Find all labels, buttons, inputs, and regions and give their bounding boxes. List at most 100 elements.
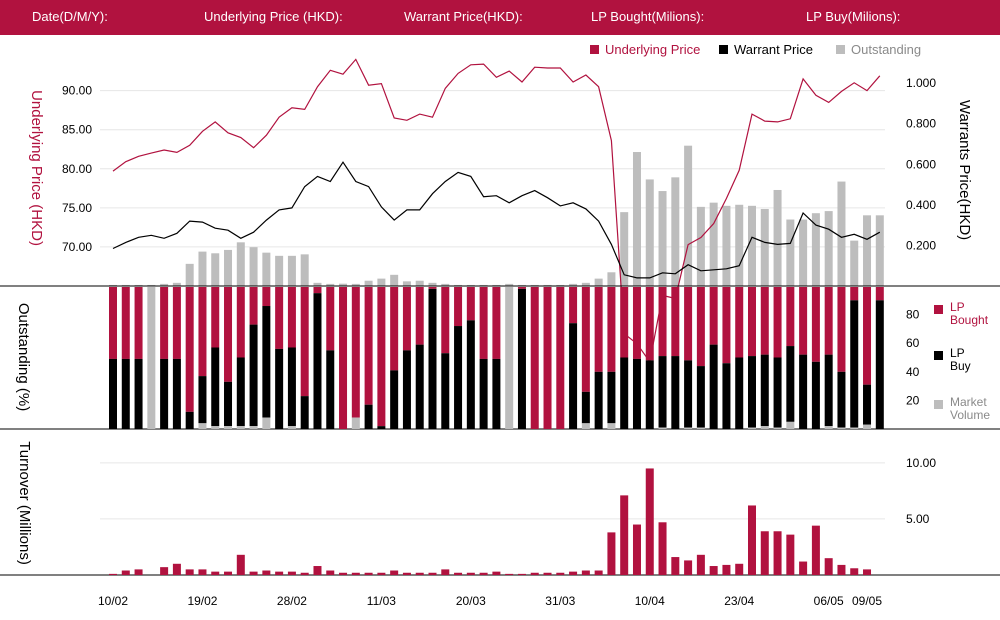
mid-legend-label-line2: Buy: [950, 359, 971, 373]
market-volume-bar: [211, 426, 220, 429]
lp-bought-bar: [722, 287, 731, 364]
lp-buy-bar: [760, 354, 769, 427]
outstanding-bar: [326, 283, 335, 286]
lp-buy-bar: [441, 353, 450, 429]
lp-bought-bar: [530, 287, 539, 429]
lp-buy-bar: [875, 300, 884, 429]
turnover-bar: [249, 571, 258, 575]
turnover-bar: [824, 558, 833, 575]
turnover-bar: [517, 573, 526, 575]
turnover-bar: [620, 495, 629, 575]
header-warrant-label: Warrant Price(HKD):: [404, 9, 523, 24]
lp-buy-bar: [402, 350, 411, 429]
lp-bought-bar: [543, 287, 552, 429]
turnover-bar: [722, 564, 731, 575]
x-tick-label: 23/04: [724, 594, 754, 608]
lp-bought-bar: [185, 287, 194, 412]
lp-bought-bar: [390, 287, 399, 371]
turnover-bar: [287, 571, 296, 575]
market-volume-bar: [837, 427, 846, 429]
outstanding-bar: [275, 255, 284, 286]
outstanding-bar: [824, 211, 833, 286]
lp-bought-bar: [275, 287, 284, 349]
lp-buy-bar: [300, 396, 309, 429]
lp-bought-bar: [313, 287, 322, 294]
mid-legend-swatch: [934, 351, 943, 360]
lp-bought-bar: [211, 287, 220, 348]
outstanding-bar: [224, 249, 233, 286]
y-left-tick-label: 90.00: [62, 84, 92, 98]
outstanding-bar: [709, 202, 718, 286]
lp-bought-bar: [172, 287, 181, 359]
lp-buy-bar: [645, 360, 654, 429]
lp-bought-bar: [837, 287, 846, 372]
mid-legend-label-line1: Market: [950, 395, 987, 409]
lp-buy-bar: [275, 348, 284, 429]
lp-buy-bar: [249, 324, 258, 427]
x-tick-label: 10/02: [98, 594, 128, 608]
outstanding-bar: [581, 282, 590, 286]
outstanding-bar: [415, 280, 424, 286]
turnover-bar: [696, 554, 705, 575]
lp-buy-bar: [722, 363, 731, 429]
turnover-bar: [377, 572, 386, 575]
y-right-tick-label: 0.200: [906, 238, 936, 252]
turnover-bar: [198, 569, 207, 575]
outstanding-bar: [773, 189, 782, 286]
lp-bought-bar: [607, 287, 616, 372]
lp-bought-bar: [735, 287, 744, 358]
mid-legend-swatch: [934, 400, 943, 409]
header-bar: Date(D/M/Y): Underlying Price (HKD): War…: [0, 0, 1000, 35]
lp-bought-bar: [760, 287, 769, 355]
market-volume-bar: [786, 421, 795, 429]
lp-bought-bar: [556, 287, 565, 429]
outstanding-bar: [530, 284, 539, 286]
turnover-bar: [773, 531, 782, 575]
outstanding-bar: [799, 219, 808, 286]
outstanding-bar: [850, 240, 859, 286]
market-volume-bar: [850, 427, 859, 429]
outstanding-bar: [466, 284, 475, 286]
market-volume-bar: [287, 426, 296, 429]
market-volume-bar: [607, 423, 616, 429]
outstanding-bar: [109, 284, 117, 286]
turnover-bar: [569, 571, 578, 575]
outstanding-bar: [441, 283, 450, 286]
header-lp-buy-label: LP Buy(Milions):: [806, 9, 901, 24]
market-volume-bar: [581, 423, 590, 429]
outstanding-bar: [377, 278, 386, 286]
market-volume-bar: [236, 426, 245, 429]
outstanding-bar: [249, 247, 258, 286]
outstanding-bar: [351, 283, 360, 286]
outstanding-bar: [569, 283, 578, 286]
lp-bought-bar: [300, 287, 309, 397]
lp-buy-bar: [748, 356, 756, 428]
turnover-bar: [172, 563, 181, 575]
lp-bought-bar: [351, 287, 360, 418]
outstanding-bar: [172, 282, 181, 286]
turnover-bar: [671, 557, 680, 575]
outstanding-bar: [121, 284, 130, 286]
outstanding-bar: [811, 213, 820, 286]
lp-buy-bar: [735, 357, 744, 429]
lp-bought-bar: [594, 287, 603, 372]
lp-buy-bar: [415, 344, 424, 429]
lp-bought-bar: [773, 287, 782, 358]
lp-buy-bar: [620, 357, 629, 429]
lp-buy-bar: [377, 426, 386, 429]
lp-bought-bar: [121, 287, 130, 359]
lp-bought-bar: [109, 287, 117, 359]
outstanding-bar: [160, 283, 169, 286]
lp-buy-bar: [709, 344, 718, 429]
y-right-tick-label: 0.400: [906, 198, 936, 212]
lp-buy-bar: [607, 371, 616, 424]
lp-bought-bar: [236, 287, 245, 358]
outstanding-bar: [671, 177, 680, 286]
outstanding-bar: [786, 219, 795, 286]
turnover-bar: [607, 532, 616, 575]
legend-swatch: [719, 45, 728, 54]
y-right-tick-label: 0.800: [906, 117, 936, 131]
lp-bought-bar: [402, 287, 411, 351]
outstanding-bar: [594, 278, 603, 286]
outstanding-bar: [696, 206, 705, 286]
